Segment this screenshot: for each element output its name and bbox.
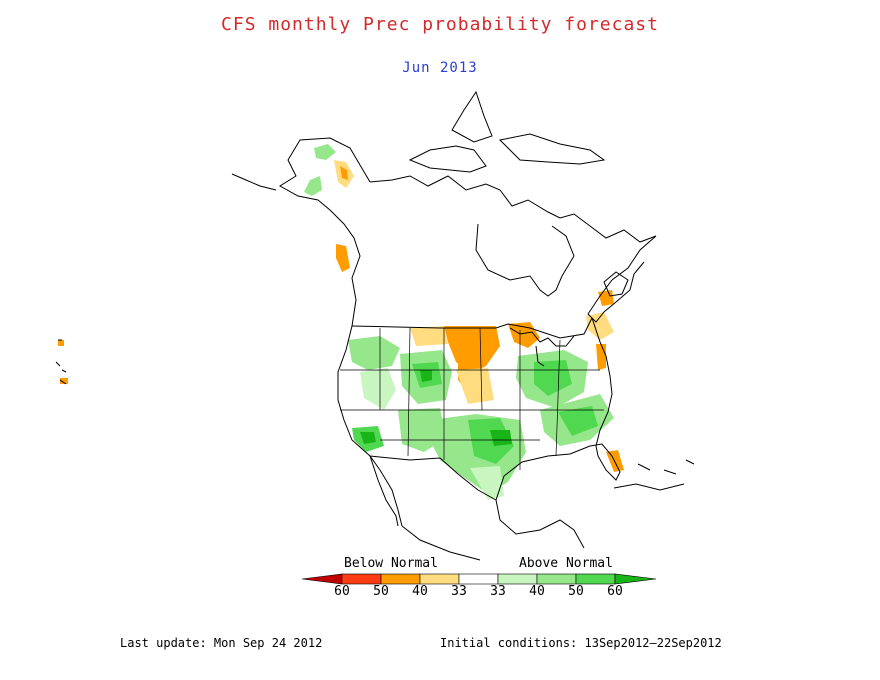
border-us-canada: [351, 317, 593, 339]
shade-alaska-above-south: [304, 176, 322, 196]
legend-swatch-above-40: [536, 573, 577, 585]
shade-california-above-60: [360, 432, 376, 444]
shade-midatlantic-below: [596, 344, 606, 370]
shade-southtexas-above: [470, 466, 504, 500]
legend-tick-label: 60: [334, 584, 350, 599]
legend-tick-label: 40: [412, 584, 428, 599]
shade-southeast-above-core: [558, 406, 598, 436]
coast-alaska: [279, 137, 371, 327]
shade-alaska-above: [314, 144, 336, 160]
legend-swatch-above-33: [497, 573, 538, 585]
shade-hawaii-below: [58, 340, 64, 346]
legend-swatch-below-40: [380, 573, 421, 585]
legend-swatch-below-33: [419, 573, 460, 585]
shade-west-above: [360, 368, 396, 410]
legend-tick-label: 40: [529, 584, 545, 599]
last-update-text: Last update: Mon Sep 24 2012: [120, 636, 323, 650]
shade-oklahoma-above-60: [490, 430, 512, 446]
shade-newengland-below: [598, 290, 614, 306]
coast-cuba: [613, 483, 685, 491]
shade-hawaii-below-2: [60, 378, 68, 384]
coast-hudson-bay: [475, 223, 575, 297]
legend-tick-label: 33: [490, 584, 506, 599]
legend-swatch-normal: [458, 573, 499, 585]
shade-texas-above-core: [468, 418, 514, 464]
state-borders: [340, 327, 604, 470]
legend-colorbar: [301, 573, 657, 585]
coast-us-west: [337, 325, 403, 527]
coast-mexico: [401, 499, 585, 561]
shade-northplains-below: [444, 326, 500, 374]
coast-hawaii: [55, 339, 67, 385]
map-title: CFS monthly Prec probability forecast: [221, 14, 659, 35]
coast-islands: [408, 90, 606, 173]
coast-arctic: [369, 175, 657, 243]
coast-great-lakes: [509, 327, 575, 367]
coast-east-canada: [587, 235, 657, 323]
border-us-mexico: [369, 455, 497, 501]
legend-swatch-above-50: [575, 573, 616, 585]
shade-southplains-below: [456, 368, 494, 404]
coast-caribbean: [637, 459, 695, 475]
coastlines: [55, 90, 695, 561]
legend-tick-label: 60: [607, 584, 623, 599]
coast-baja: [369, 455, 399, 527]
coast-gulf: [495, 443, 621, 501]
legend-tick-label: 33: [451, 584, 467, 599]
legend-tick-label: 50: [373, 584, 389, 599]
legend-below-label: Below Normal: [344, 556, 438, 571]
shade-midwest-above-core: [534, 360, 572, 396]
shade-bc-coast-below: [336, 244, 350, 272]
shade-northplains-below-33: [410, 326, 448, 346]
coast-newfoundland: [603, 271, 629, 297]
probability-shading: [58, 144, 624, 500]
shade-alaska-below-core: [340, 166, 348, 180]
legend-tick-label: 50: [568, 584, 584, 599]
legend-above-label: Above Normal: [519, 556, 613, 571]
coast-us-east: [591, 317, 613, 447]
legend-swatch-below-60: [301, 573, 343, 585]
shade-northwest-above: [348, 336, 400, 370]
coast-aleutians: [231, 173, 277, 191]
shade-wyoming-above-60: [420, 370, 432, 382]
legend-swatch-above-60: [614, 573, 657, 585]
initial-conditions-text: Initial conditions: 13Sep2012–22Sep2012: [440, 636, 722, 650]
legend-swatch-below-50: [341, 573, 382, 585]
map-subtitle: Jun 2013: [402, 60, 478, 76]
shade-greatlakes-below: [508, 322, 540, 348]
